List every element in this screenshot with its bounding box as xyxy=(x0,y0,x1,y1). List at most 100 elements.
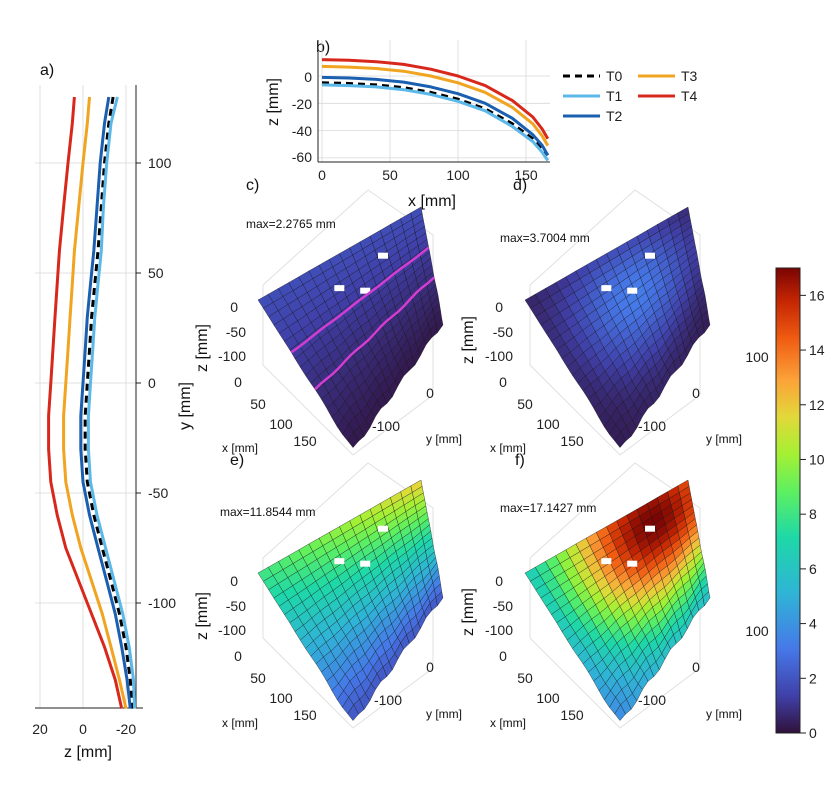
panel-d-ylabel: y [mm] xyxy=(706,432,742,446)
surface-box xyxy=(262,462,434,729)
colorbar-tick-label: 14 xyxy=(809,342,825,358)
panel-f-label: f) xyxy=(515,452,525,469)
panel-e-ztick: 0 xyxy=(230,573,238,589)
panel-e-ztick: -50 xyxy=(226,598,246,614)
panel-f-xlabel: x [mm] xyxy=(490,716,526,730)
panel-a-xtick: -20 xyxy=(116,721,136,737)
panel-e-xtick: 100 xyxy=(269,690,293,706)
panel-b-line-t2 xyxy=(321,75,550,156)
panel-c-xtick: 150 xyxy=(293,433,317,449)
surface-hole xyxy=(627,287,638,294)
panel-c-label: c) xyxy=(246,177,259,194)
panel-c-xtick: 100 xyxy=(269,416,293,432)
panel-f-xtick: 0 xyxy=(499,648,507,664)
panel-b-label: b) xyxy=(316,39,330,56)
surface-cell xyxy=(435,318,444,334)
panel-f-ztick: -50 xyxy=(493,598,513,614)
panel-a-xtick: 20 xyxy=(32,721,48,737)
panel-d-ztick: 0 xyxy=(495,299,503,315)
panel-b-line-t1 xyxy=(321,83,550,162)
panel-b-xtick: 100 xyxy=(446,167,470,183)
surface-box xyxy=(262,189,434,456)
colorbar-tick-label: 6 xyxy=(809,561,817,577)
panel-b-xtick: 0 xyxy=(318,167,326,183)
panel-a-grid xyxy=(35,85,141,708)
legend-label-t3: T3 xyxy=(681,68,698,84)
panel-b-ytick: -20 xyxy=(292,96,312,112)
surface-hole xyxy=(377,525,388,532)
panel-e-ztick: -100 xyxy=(218,622,246,638)
panel-f-xtick: 150 xyxy=(560,707,584,723)
colorbar-ticks: 16 14 12 10 8 6 4 2 0 xyxy=(800,287,825,741)
panel-d-max: max=3.7004 mm xyxy=(500,231,590,245)
panel-f-ytick: 0 xyxy=(692,659,700,675)
panel-b-top-profile: b) 0 50 100 150 x [mm] 0 -20 -40 -60 z [… xyxy=(265,39,550,210)
panel-d-zlabel: z [mm] xyxy=(460,316,477,364)
legend-label-t2: T2 xyxy=(606,108,623,124)
panel-b-xlabel: x [mm] xyxy=(408,193,456,210)
colorbar-tick-label: 4 xyxy=(809,616,817,632)
panel-e-max: max=11.8544 mm xyxy=(220,505,316,519)
panel-c-zlabel: z [mm] xyxy=(194,324,211,372)
panel-a-ytick: 0 xyxy=(148,375,156,391)
surface-hole xyxy=(601,285,612,292)
panel-f-max: max=17.1427 mm xyxy=(500,501,596,515)
panel-e-xtick: 50 xyxy=(250,670,266,686)
surface-hole xyxy=(627,560,638,567)
surface-cell xyxy=(702,318,711,334)
panel-a-side-profile: a) 20 0 -20 z [mm] 100 50 0 -50 -100 xyxy=(32,62,176,761)
surface-hole xyxy=(601,558,612,565)
panel-c-ztick: -100 xyxy=(218,348,246,364)
panel-e-label: e) xyxy=(230,452,244,469)
panel-c-ylabel: y [mm] xyxy=(426,432,462,446)
panel-e-mesh xyxy=(257,462,444,729)
panel-c-surface: c) max=2.2765 mm 0 -50 -100 z [mm] y [mm… xyxy=(177,177,462,456)
legend-label-t1: T1 xyxy=(606,88,623,104)
panel-b-ytick: -60 xyxy=(292,149,312,165)
colorbar-tick-label: 0 xyxy=(809,725,817,741)
panel-a-line-t3 xyxy=(62,96,128,709)
panel-a-line-t2 xyxy=(79,96,132,709)
panel-a-line-t1 xyxy=(86,96,137,709)
panel-d-ytick: 100 xyxy=(745,349,769,365)
panel-f-ytick: -100 xyxy=(638,692,666,708)
panel-e-ytick: -100 xyxy=(374,692,402,708)
panel-c-xlabel: x [mm] xyxy=(222,441,258,455)
panel-f-surface: f) max=17.1427 mm 0 -50 -100 z [mm] 0 50… xyxy=(460,452,769,730)
surface-hole xyxy=(644,525,655,532)
panel-a-xtick: 0 xyxy=(79,721,87,737)
colorbar-tick-label: 12 xyxy=(809,397,825,413)
panel-d-ztick: -100 xyxy=(485,348,513,364)
surface-box xyxy=(529,462,701,729)
panel-a-series xyxy=(47,96,137,709)
panel-d-xlabel: x [mm] xyxy=(490,441,526,455)
legend-label-t0: T0 xyxy=(606,68,623,84)
surface-hole xyxy=(644,252,655,259)
panel-f-ytick: 100 xyxy=(745,623,769,639)
colorbar-tick-label: 10 xyxy=(809,451,825,467)
panel-c-ztick: -50 xyxy=(226,324,246,340)
legend: T0 T1 T2 T3 T4 xyxy=(563,68,698,124)
surface-hole xyxy=(334,285,345,292)
surface-cell xyxy=(435,591,444,607)
panel-b-ytick: 0 xyxy=(304,69,312,85)
panel-b-line-t4 xyxy=(321,58,550,140)
panel-d-label: d) xyxy=(513,177,527,194)
panel-b-ylabel: z [mm] xyxy=(265,78,282,126)
panel-a-line-t4 xyxy=(47,96,124,709)
panel-b-line-t0 xyxy=(321,81,549,157)
panel-e-xlabel: x [mm] xyxy=(222,716,258,730)
panel-d-xtick: 150 xyxy=(560,433,584,449)
panel-a-label: a) xyxy=(40,62,54,79)
panel-d-surface: d) max=3.7004 mm 0 -50 -100 z [mm] 0 50 … xyxy=(460,177,769,456)
panel-c-ylabel-side: y [mm] xyxy=(177,382,194,430)
panel-d-ytick: 0 xyxy=(692,385,700,401)
panel-b-line-t3 xyxy=(321,64,550,147)
surface-hole xyxy=(334,558,345,565)
panel-e-zlabel: z [mm] xyxy=(194,592,211,640)
panel-e-xtick: 150 xyxy=(293,707,317,723)
panel-d-xtick: 100 xyxy=(536,416,560,432)
legend-label-t4: T4 xyxy=(681,88,698,104)
panel-f-ztick: 0 xyxy=(495,573,503,589)
panel-c-mesh xyxy=(257,189,444,456)
